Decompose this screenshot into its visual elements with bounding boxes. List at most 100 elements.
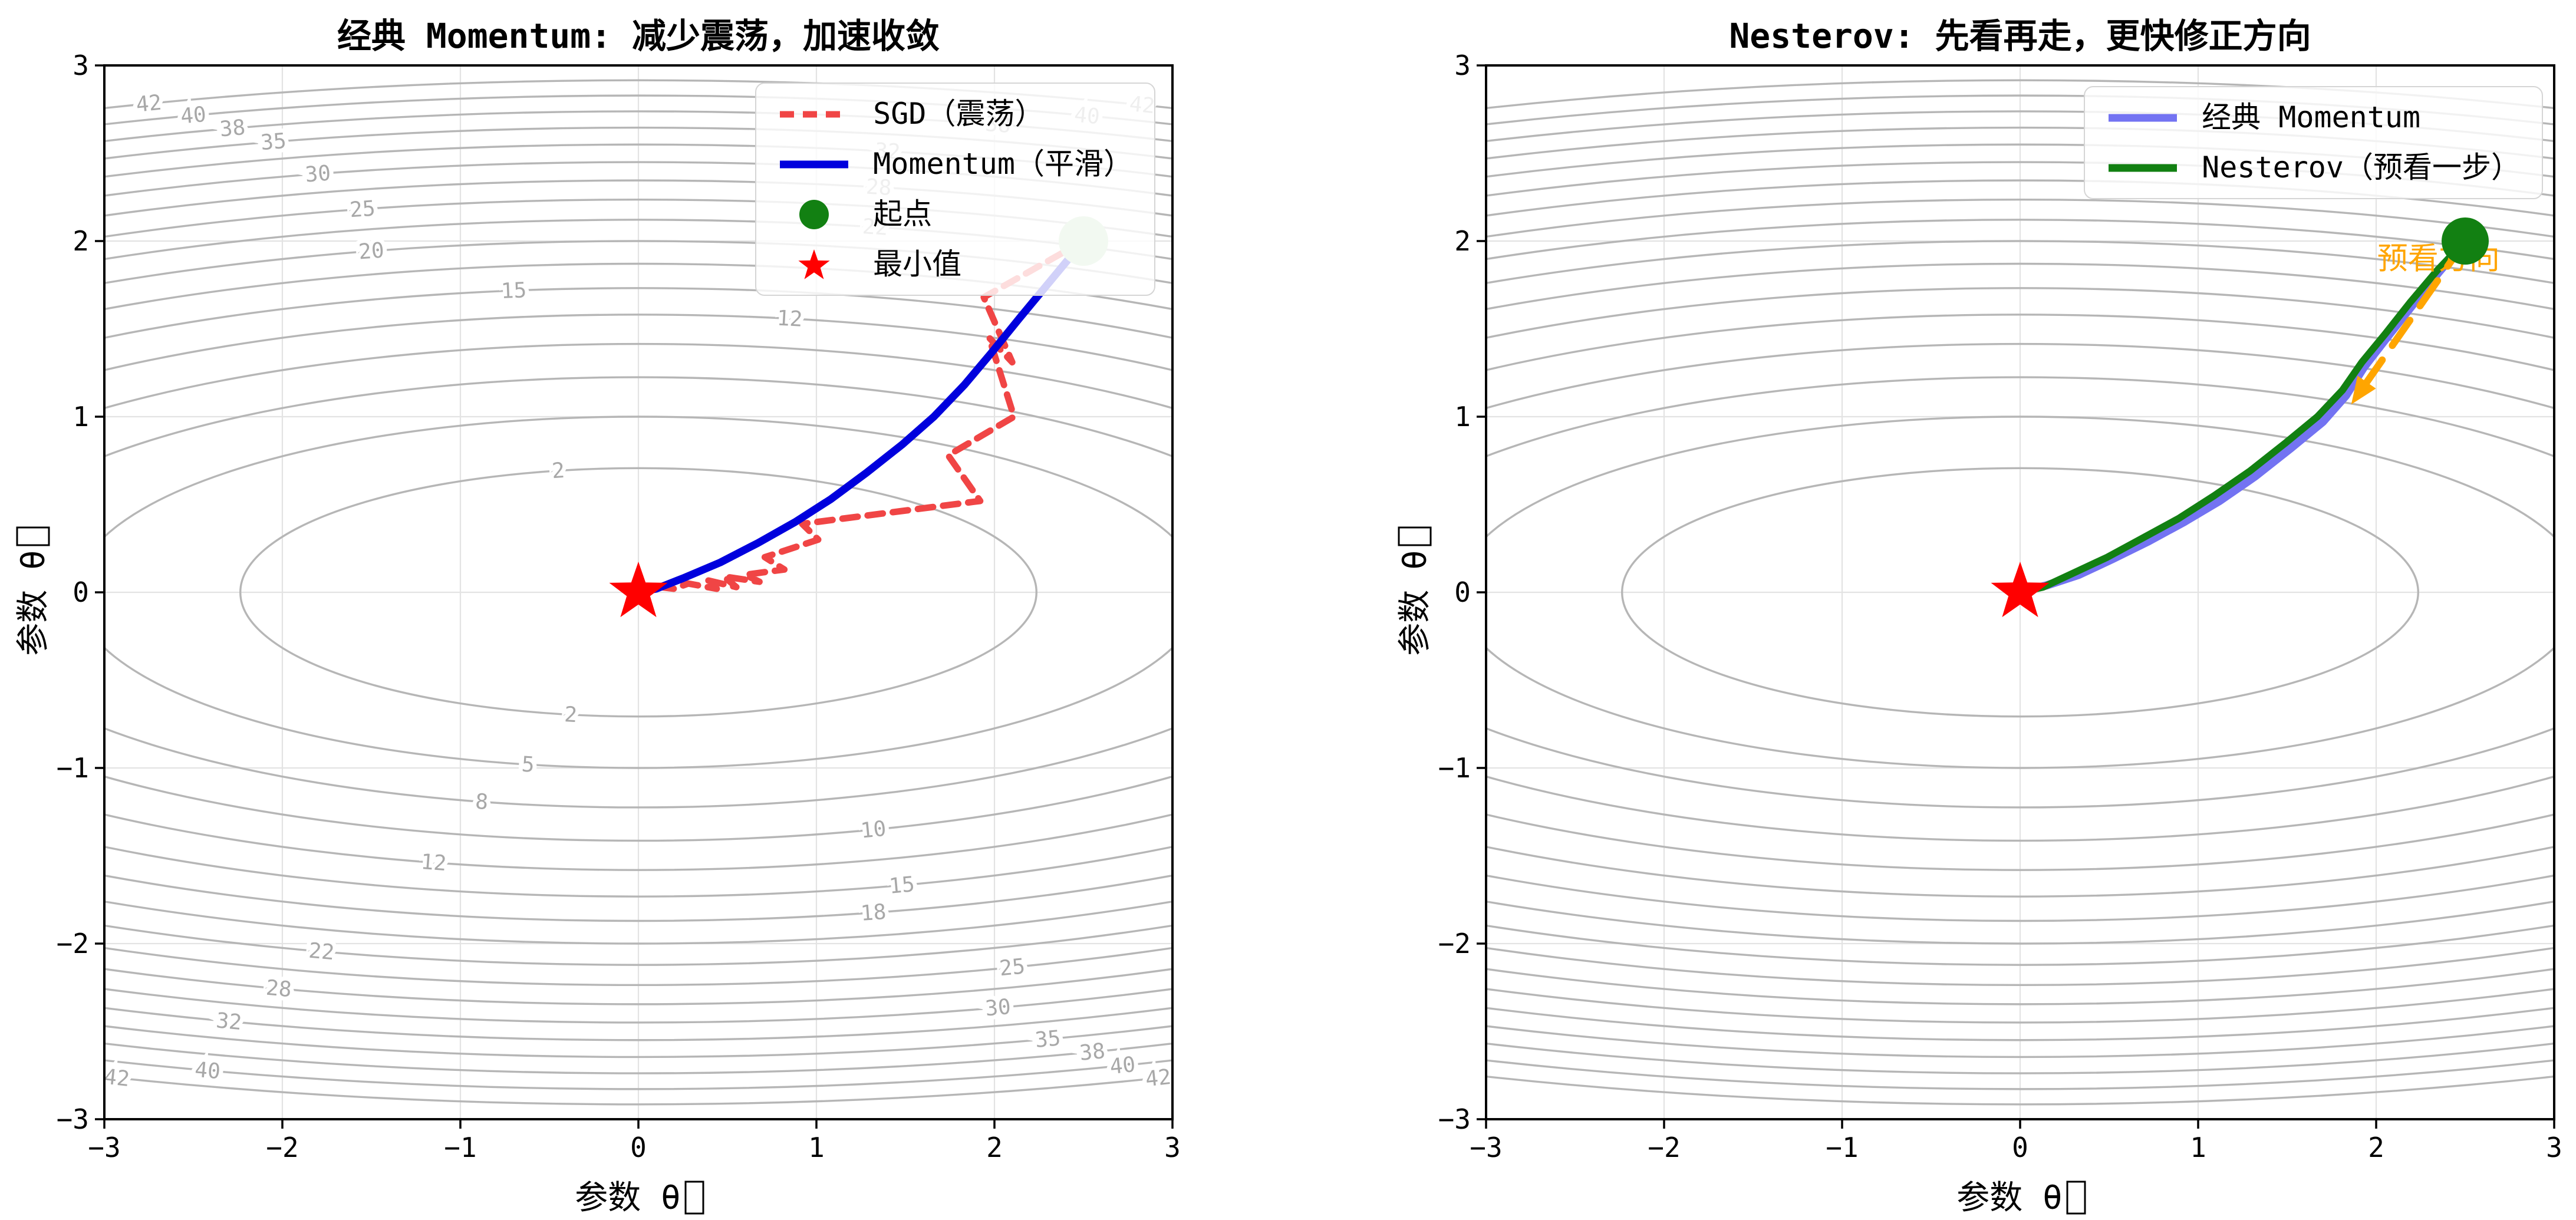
start-point-marker <box>2442 217 2489 265</box>
contour-label: 5 <box>521 753 535 777</box>
contour-label: 8 <box>475 790 489 815</box>
ticks: −3 −2 −1 0 1 2 3 −3 −2 −1 0 1 2 3 <box>1438 50 2562 1163</box>
svg-text:参数 θ: 参数 θ <box>575 1179 680 1217</box>
svg-text:参数 θ: 参数 θ <box>14 550 52 655</box>
contour-label: 35 <box>1034 1026 1062 1053</box>
y-tick-label: −3 <box>57 1103 89 1135</box>
contour-label: 38 <box>219 116 246 142</box>
missing-glyph-box <box>684 1181 704 1215</box>
contour-label: 40 <box>1109 1053 1137 1079</box>
x-tick-label: −3 <box>88 1132 120 1163</box>
contour-label: 42 <box>1144 1065 1172 1092</box>
contour-label: 12 <box>420 850 447 876</box>
missing-glyph-box <box>2066 1181 2086 1215</box>
minimum-star-marker <box>609 562 668 618</box>
y-tick-label: 2 <box>1454 225 1471 257</box>
contour-label: 18 <box>860 900 887 926</box>
contour-label: 22 <box>308 939 335 965</box>
x-tick-label: 2 <box>2368 1132 2384 1163</box>
x-tick-label: 1 <box>808 1132 825 1163</box>
x-tick-label: −2 <box>266 1132 298 1163</box>
plot-title: 经典 Momentum: 减少震荡，加速收敛 <box>337 16 940 56</box>
series-momentum <box>634 237 1088 596</box>
plot-title: Nesterov: 先看再走，更快修正方向 <box>1729 16 2311 56</box>
legend-item-label: 最小值 <box>873 247 962 281</box>
y-tick-label: −1 <box>1438 752 1471 784</box>
x-axis-label: 参数 θ <box>575 1179 704 1217</box>
contour-label: 15 <box>888 872 916 899</box>
y-tick-label: 3 <box>73 50 89 81</box>
contour-label: 30 <box>984 995 1012 1021</box>
svg-text:参数 θ: 参数 θ <box>1956 1179 2062 1217</box>
legend-item: 起点 <box>778 198 1133 230</box>
y-tick-label: 2 <box>73 225 89 257</box>
plot-area-0: 2258101212151518202222252528283030323235… <box>103 65 1172 1119</box>
legend-item-label: SGD（震荡） <box>873 97 1045 131</box>
y-axis-label: 参数 θ <box>1396 526 1434 656</box>
contour-label: 32 <box>215 1008 243 1035</box>
start-dot-icon <box>799 199 829 229</box>
contour-label: 12 <box>776 306 803 332</box>
legend-item: Momentum（平滑） <box>778 148 1133 180</box>
y-tick-label: −3 <box>1438 1103 1471 1135</box>
x-tick-label: −2 <box>1648 1132 1680 1163</box>
contour-label: 15 <box>500 278 527 304</box>
x-axis-label: 参数 θ <box>1956 1179 2086 1217</box>
line-swatch-icon <box>780 111 849 117</box>
contour-label: 28 <box>265 976 292 1003</box>
x-tick-label: −3 <box>1470 1132 1502 1163</box>
contour-label: 30 <box>304 161 331 187</box>
y-tick-label: 1 <box>1454 401 1471 433</box>
contour-label: 35 <box>260 129 288 155</box>
y-tick-label: 3 <box>1454 50 1471 81</box>
x-tick-label: −1 <box>1826 1132 1858 1163</box>
contour-label: 42 <box>103 1065 130 1092</box>
x-tick-label: 3 <box>2546 1132 2562 1163</box>
contour-label: 40 <box>180 103 207 129</box>
legend-right-plot: 经典 Momentum Nesterov（预看一步） <box>2084 86 2543 199</box>
legend-item-label: Momentum（平滑） <box>873 147 1133 181</box>
plot-area-1: 预看方向 <box>1486 65 2554 1119</box>
contour-label: 20 <box>358 238 385 264</box>
y-tick-label: 0 <box>1454 576 1471 608</box>
missing-glyph-box <box>16 526 50 546</box>
legend-item: 最小值 <box>778 248 1133 281</box>
contour-label: 42 <box>135 91 163 117</box>
y-tick-label: −1 <box>57 752 89 784</box>
lookahead-arrow-shaft <box>2359 238 2469 392</box>
series-nesterov <box>2017 238 2469 596</box>
x-tick-label: 0 <box>630 1132 647 1163</box>
contour-label: 2 <box>564 703 578 727</box>
legend-left-plot: SGD（震荡） Momentum（平滑） 起点最小值 <box>755 83 1155 296</box>
y-axis-label: 参数 θ <box>14 526 52 656</box>
line-swatch-icon <box>2109 114 2178 121</box>
contour-label: 40 <box>194 1058 222 1084</box>
x-tick-label: 3 <box>1164 1132 1181 1163</box>
legend-item-label: Nesterov（预看一步） <box>2202 150 2521 184</box>
y-tick-label: 0 <box>73 576 89 608</box>
legend-item: SGD（震荡） <box>778 98 1133 130</box>
star-icon <box>798 249 830 279</box>
line-swatch-icon <box>780 160 849 168</box>
y-tick-label: 1 <box>73 401 89 433</box>
contour-label: 2 <box>551 459 565 483</box>
contour-label: 10 <box>859 817 887 843</box>
x-tick-label: 2 <box>986 1132 1003 1163</box>
legend-item: 经典 Momentum <box>2106 101 2521 134</box>
contour-label: 25 <box>999 954 1026 981</box>
contour-lines <box>104 79 1172 1106</box>
contour-label: 25 <box>349 196 376 222</box>
y-tick-label: −2 <box>57 928 89 959</box>
contour-label: 38 <box>1079 1039 1106 1066</box>
y-tick-label: −2 <box>1438 928 1471 959</box>
legend-item: Nesterov（预看一步） <box>2106 151 2521 184</box>
minimum-star-marker <box>1991 562 2050 618</box>
line-swatch-icon <box>2109 164 2178 172</box>
x-tick-label: 0 <box>2012 1132 2028 1163</box>
series-sgd <box>635 238 1087 596</box>
series-classic-momentum <box>2016 237 2469 596</box>
legend-item-label: 起点 <box>873 197 933 231</box>
contour-lines <box>1486 79 2554 1106</box>
missing-glyph-box <box>1398 526 1432 546</box>
